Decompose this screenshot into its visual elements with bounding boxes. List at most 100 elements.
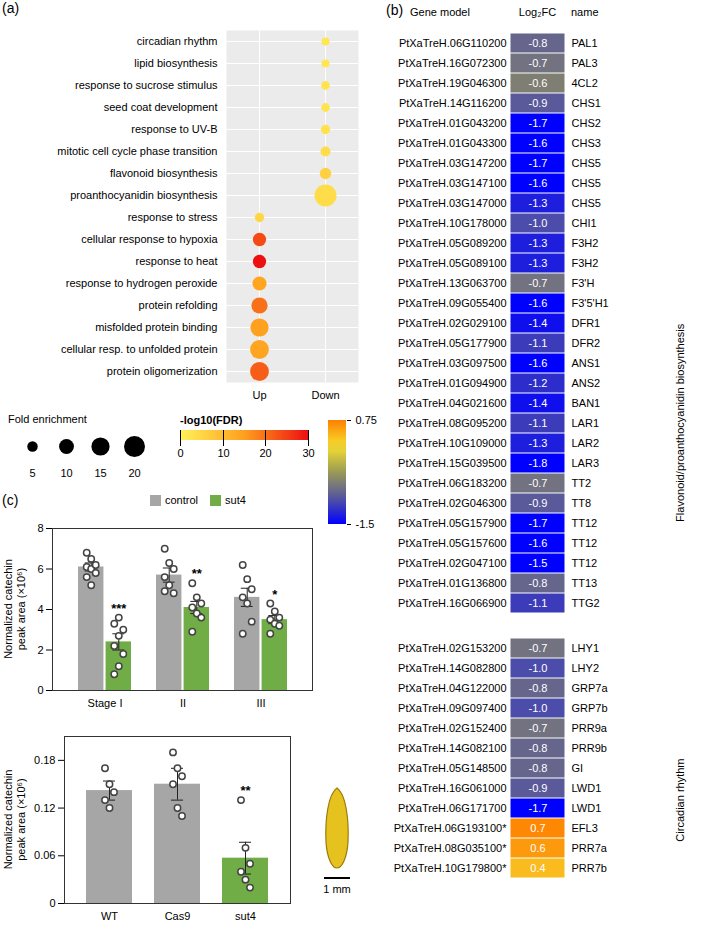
svg-text:sut4: sut4: [235, 910, 256, 922]
svg-text:15: 15: [94, 467, 106, 479]
svg-text:PtXaTreH.06G171700: PtXaTreH.06G171700: [398, 802, 506, 814]
svg-text:LAR1: LAR1: [572, 417, 600, 429]
svg-text:TTG2: TTG2: [572, 597, 600, 609]
svg-text:-0.7: -0.7: [529, 277, 548, 289]
svg-text:CHS1: CHS1: [572, 97, 601, 109]
svg-text:DFR1: DFR1: [572, 317, 601, 329]
svg-text:Down: Down: [311, 389, 339, 401]
svg-text:PtXaTreH.14G116200: PtXaTreH.14G116200: [399, 97, 507, 109]
svg-text:PtXaTreH.06G193100*: PtXaTreH.06G193100*: [394, 822, 507, 834]
svg-text:LHY1: LHY1: [572, 642, 600, 654]
svg-text:-1.8: -1.8: [529, 457, 548, 469]
svg-text:PtXaTreH.05G089100: PtXaTreH.05G089100: [398, 257, 506, 269]
svg-text:Normalized catechinpeak area (: Normalized catechinpeak area (×10⁶): [2, 770, 27, 870]
svg-text:-0.9: -0.9: [529, 782, 548, 794]
svg-text:5: 5: [29, 467, 35, 479]
svg-text:PtXaTreH.02G152400: PtXaTreH.02G152400: [398, 722, 506, 734]
svg-text:LAR3: LAR3: [572, 457, 600, 469]
svg-text:-1.5: -1.5: [529, 557, 548, 569]
svg-text:response to UV-B: response to UV-B: [131, 123, 217, 135]
svg-text:**: **: [240, 783, 251, 798]
svg-text:PtXaTreH.01G043200: PtXaTreH.01G043200: [398, 117, 506, 129]
svg-text:-0.8: -0.8: [529, 682, 548, 694]
svg-text:EFL3: EFL3: [572, 822, 598, 834]
svg-text:PtXaTreH.03G097500: PtXaTreH.03G097500: [398, 357, 506, 369]
svg-text:10: 10: [60, 467, 72, 479]
svg-text:PAL3: PAL3: [572, 57, 598, 69]
svg-text:GRP7b: GRP7b: [572, 702, 608, 714]
svg-text:mitotic cell cycle phase trans: mitotic cell cycle phase transition: [57, 145, 217, 157]
svg-text:PtXaTreH.02G029100: PtXaTreH.02G029100: [398, 317, 506, 329]
svg-text:-0.7: -0.7: [529, 642, 548, 654]
svg-text:PtXaTreH.14G082100: PtXaTreH.14G082100: [398, 742, 506, 754]
svg-text:PtXaTreH.19G046300: PtXaTreH.19G046300: [398, 77, 506, 89]
svg-text:PtXaTreH.09G097400: PtXaTreH.09G097400: [398, 702, 506, 714]
svg-text:PtXaTreH.10G178000: PtXaTreH.10G178000: [398, 217, 506, 229]
svg-text:PRR9b: PRR9b: [572, 742, 607, 754]
svg-text:PtXaTreH.08G035100*: PtXaTreH.08G035100*: [394, 842, 507, 854]
svg-text:PtXaTreH.09G055400: PtXaTreH.09G055400: [398, 297, 506, 309]
svg-text:-0.8: -0.8: [529, 762, 548, 774]
svg-text:PtXaTreH.10G109000: PtXaTreH.10G109000: [398, 437, 506, 449]
svg-text:PtXaTreH.05G089200: PtXaTreH.05G089200: [398, 237, 506, 249]
svg-text:0.6: 0.6: [530, 842, 545, 854]
svg-text:-0.8: -0.8: [529, 577, 548, 589]
svg-text:-1.4: -1.4: [529, 317, 548, 329]
svg-text:PtXaTreH.01G043300: PtXaTreH.01G043300: [398, 137, 506, 149]
svg-text:Circadian rhythm: Circadian rhythm: [674, 758, 686, 841]
svg-text:III: III: [256, 697, 265, 709]
svg-text:0: 0: [49, 897, 55, 909]
svg-text:-1.0: -1.0: [529, 702, 548, 714]
svg-text:Stage I: Stage I: [88, 697, 123, 709]
svg-text:2: 2: [37, 644, 43, 656]
svg-text:PtXaTreH.13G063700: PtXaTreH.13G063700: [398, 277, 506, 289]
svg-text:protein oligomerization: protein oligomerization: [107, 365, 218, 377]
svg-text:-1.5: -1.5: [356, 518, 375, 530]
svg-text:PtXaTreH.16G066900: PtXaTreH.16G066900: [398, 597, 506, 609]
svg-text:protein refolding: protein refolding: [139, 299, 218, 311]
svg-text:CHS2: CHS2: [572, 117, 601, 129]
svg-text:PtXaTreH.02G047100: PtXaTreH.02G047100: [398, 557, 506, 569]
svg-text:seed coat development: seed coat development: [104, 101, 218, 113]
svg-text:PtXaTreH.03G147000: PtXaTreH.03G147000: [398, 197, 506, 209]
svg-text:0.06: 0.06: [34, 849, 55, 861]
svg-text:-1.6: -1.6: [529, 297, 548, 309]
svg-text:PtXaTreH.16G072300: PtXaTreH.16G072300: [398, 57, 506, 69]
svg-text:-1.6: -1.6: [529, 537, 548, 549]
svg-text:LAR2: LAR2: [572, 437, 600, 449]
svg-text:CHS5: CHS5: [572, 177, 601, 189]
svg-text:-0.9: -0.9: [529, 497, 548, 509]
svg-text:PtXaTreH.05G157900: PtXaTreH.05G157900: [398, 517, 506, 529]
svg-text:TT12: TT12: [572, 557, 598, 569]
svg-text:PtXaTreH.08G095200: PtXaTreH.08G095200: [398, 417, 506, 429]
svg-text:Flavonoid/proanthocyanidin bio: Flavonoid/proanthocyanidin biosynthesis: [674, 323, 686, 522]
svg-text:20: 20: [128, 467, 140, 479]
svg-text:PtXaTreH.02G153200: PtXaTreH.02G153200: [398, 642, 506, 654]
svg-text:TT13: TT13: [572, 577, 598, 589]
svg-text:PRR7b: PRR7b: [572, 862, 607, 874]
svg-text:-1.1: -1.1: [529, 337, 548, 349]
svg-text:PtXaTreH.02G046300: PtXaTreH.02G046300: [398, 497, 506, 509]
svg-text:PtXaTreH.05G157600: PtXaTreH.05G157600: [398, 537, 506, 549]
svg-text:-1.0: -1.0: [529, 662, 548, 674]
svg-text:cellular response to hypoxia: cellular response to hypoxia: [81, 233, 218, 245]
svg-text:-log10(FDR): -log10(FDR): [180, 414, 243, 426]
svg-text:-1.6: -1.6: [529, 137, 548, 149]
svg-text:4: 4: [37, 603, 43, 615]
svg-text:LHY2: LHY2: [572, 662, 600, 674]
svg-text:PRR9a: PRR9a: [572, 722, 608, 734]
svg-text:PtXaTreH.04G122000: PtXaTreH.04G122000: [398, 682, 506, 694]
svg-text:PtXaTreH.03G147200: PtXaTreH.03G147200: [398, 157, 506, 169]
svg-text:Cas9: Cas9: [165, 910, 191, 922]
svg-text:PtXaTreH.05G148500: PtXaTreH.05G148500: [398, 762, 506, 774]
svg-text:PtXaTreH.15G039500: PtXaTreH.15G039500: [398, 457, 506, 469]
svg-text:-1.7: -1.7: [529, 117, 548, 129]
svg-text:-1.1: -1.1: [529, 417, 548, 429]
svg-text:F3'H: F3'H: [572, 277, 595, 289]
svg-text:PtXaTreH.14G082800: PtXaTreH.14G082800: [398, 662, 506, 674]
svg-text:*: *: [272, 587, 278, 602]
svg-text:PtXaTreH.01G136800: PtXaTreH.01G136800: [398, 577, 506, 589]
svg-text:-0.7: -0.7: [529, 722, 548, 734]
svg-text:proanthocyanidin biosynthesis: proanthocyanidin biosynthesis: [70, 189, 218, 201]
svg-text:-0.6: -0.6: [529, 77, 548, 89]
